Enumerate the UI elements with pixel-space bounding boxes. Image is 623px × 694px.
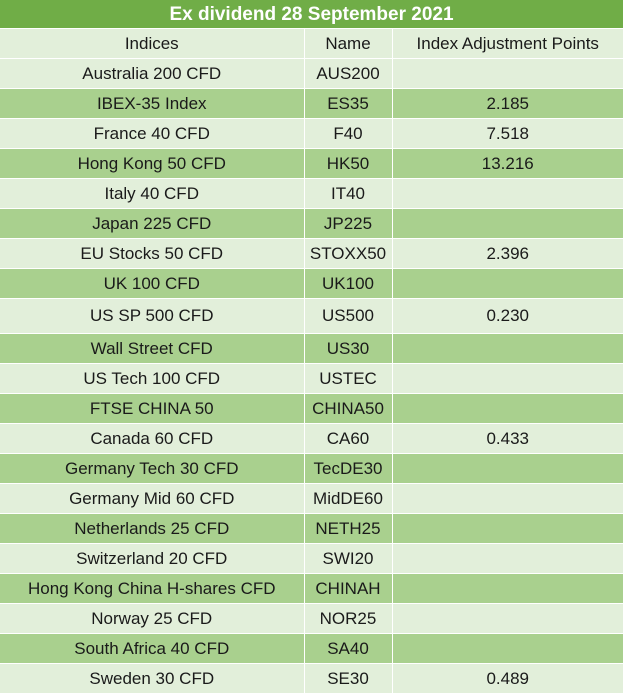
adjustment-cell xyxy=(392,573,623,604)
index-cell: Norway 25 CFD xyxy=(0,603,305,634)
adjustment-cell xyxy=(392,633,623,664)
symbol-cell: SA40 xyxy=(304,633,393,664)
index-cell: Canada 60 CFD xyxy=(0,423,305,454)
index-cell: Sweden 30 CFD xyxy=(0,663,305,694)
index-cell: Germany Mid 60 CFD xyxy=(0,483,305,514)
adjustment-cell: 0.489 xyxy=(392,663,623,694)
adjustment-cell: 0.230 xyxy=(392,298,623,334)
adjustment-cell xyxy=(392,268,623,299)
adjustment-cell xyxy=(392,333,623,364)
table-row: Germany Tech 30 CFD TecDE30 xyxy=(0,453,623,484)
index-cell: Australia 200 CFD xyxy=(0,58,305,89)
symbol-cell: CHINAH xyxy=(304,573,393,604)
adjustment-cell: 13.216 xyxy=(392,148,623,179)
index-cell: UK 100 CFD xyxy=(0,268,305,299)
index-cell: US SP 500 CFD xyxy=(0,298,305,334)
table-row: South Africa 40 CFD SA40 xyxy=(0,633,623,664)
sheet-title: Ex dividend 28 September 2021 xyxy=(0,0,623,29)
symbol-cell: CHINA50 xyxy=(304,393,393,424)
table-row: Hong Kong 50 CFD HK50 13.216 xyxy=(0,148,623,179)
table-row: IBEX-35 Index ES35 2.185 xyxy=(0,88,623,119)
index-cell: Switzerland 20 CFD xyxy=(0,543,305,574)
table-row: US Tech 100 CFD USTEC xyxy=(0,363,623,394)
symbol-cell: USTEC xyxy=(304,363,393,394)
table-row: Switzerland 20 CFD SWI20 xyxy=(0,543,623,574)
symbol-cell: NOR25 xyxy=(304,603,393,634)
adjustment-cell xyxy=(392,208,623,239)
table-row: Wall Street CFD US30 xyxy=(0,333,623,364)
index-cell: FTSE CHINA 50 xyxy=(0,393,305,424)
symbol-cell: ES35 xyxy=(304,88,393,119)
index-cell: France 40 CFD xyxy=(0,118,305,149)
symbol-cell: F40 xyxy=(304,118,393,149)
adjustment-cell xyxy=(392,393,623,424)
symbol-cell: UK100 xyxy=(304,268,393,299)
adjustment-cell xyxy=(392,513,623,544)
adjustment-cell: 0.433 xyxy=(392,423,623,454)
adjustment-cell xyxy=(392,178,623,209)
index-cell: Hong Kong China H-shares CFD xyxy=(0,573,305,604)
adjustment-cell xyxy=(392,453,623,484)
index-cell: Japan 225 CFD xyxy=(0,208,305,239)
adjustment-cell: 2.185 xyxy=(392,88,623,119)
table-row: Norway 25 CFD NOR25 xyxy=(0,603,623,634)
symbol-cell: TecDE30 xyxy=(304,453,393,484)
table-row: Netherlands 25 CFD NETH25 xyxy=(0,513,623,544)
table-row: Sweden 30 CFD SE30 0.489 xyxy=(0,663,623,694)
symbol-cell: HK50 xyxy=(304,148,393,179)
index-cell: IBEX-35 Index xyxy=(0,88,305,119)
table-row: FTSE CHINA 50 CHINA50 xyxy=(0,393,623,424)
index-cell: US Tech 100 CFD xyxy=(0,363,305,394)
index-cell: South Africa 40 CFD xyxy=(0,633,305,664)
adjustment-cell xyxy=(392,363,623,394)
symbol-cell: AUS200 xyxy=(304,58,393,89)
adjustment-cell xyxy=(392,58,623,89)
symbol-cell: JP225 xyxy=(304,208,393,239)
adjustment-cell xyxy=(392,543,623,574)
table-body: Australia 200 CFD AUS200 IBEX-35 Index ES35… xyxy=(0,58,623,694)
symbol-cell: US30 xyxy=(304,333,393,364)
index-cell: Germany Tech 30 CFD xyxy=(0,453,305,484)
table-row: Canada 60 CFD CA60 0.433 xyxy=(0,423,623,454)
index-cell: EU Stocks 50 CFD xyxy=(0,238,305,269)
index-cell: Netherlands 25 CFD xyxy=(0,513,305,544)
symbol-cell: STOXX50 xyxy=(304,238,393,269)
header-adjustment-points: Index Adjustment Points xyxy=(392,29,623,59)
header-name: Name xyxy=(304,29,393,59)
symbol-cell: NETH25 xyxy=(304,513,393,544)
adjustment-cell xyxy=(392,603,623,634)
header-indices: Indices xyxy=(0,29,305,59)
symbol-cell: IT40 xyxy=(304,178,393,209)
symbol-cell: US500 xyxy=(304,298,393,334)
adjustment-cell xyxy=(392,483,623,514)
table-row: UK 100 CFD UK100 xyxy=(0,268,623,299)
header-row: Indices Name Index Adjustment Points xyxy=(0,29,623,59)
table-row: EU Stocks 50 CFD STOXX50 2.396 xyxy=(0,238,623,269)
table-row: Germany Mid 60 CFD MidDE60 xyxy=(0,483,623,514)
symbol-cell: SWI20 xyxy=(304,543,393,574)
adjustment-cell: 7.518 xyxy=(392,118,623,149)
dividend-table: Indices Name Index Adjustment Points Aus… xyxy=(0,29,623,694)
index-cell: Italy 40 CFD xyxy=(0,178,305,209)
table-row: Japan 225 CFD JP225 xyxy=(0,208,623,239)
table-row: Australia 200 CFD AUS200 xyxy=(0,58,623,89)
table-row: Hong Kong China H-shares CFD CHINAH xyxy=(0,573,623,604)
table-row: US SP 500 CFD US500 0.230 xyxy=(0,298,623,334)
symbol-cell: CA60 xyxy=(304,423,393,454)
index-cell: Wall Street CFD xyxy=(0,333,305,364)
table-row: France 40 CFD F40 7.518 xyxy=(0,118,623,149)
symbol-cell: SE30 xyxy=(304,663,393,694)
index-cell: Hong Kong 50 CFD xyxy=(0,148,305,179)
table-row: Italy 40 CFD IT40 xyxy=(0,178,623,209)
adjustment-cell: 2.396 xyxy=(392,238,623,269)
symbol-cell: MidDE60 xyxy=(304,483,393,514)
